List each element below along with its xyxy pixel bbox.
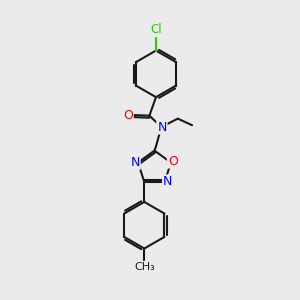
Text: N: N (163, 176, 172, 188)
Text: N: N (130, 156, 140, 169)
Text: N: N (157, 121, 167, 134)
Text: O: O (168, 154, 178, 168)
Text: O: O (123, 109, 133, 122)
Text: CH₃: CH₃ (134, 262, 155, 272)
Text: Cl: Cl (150, 23, 162, 36)
